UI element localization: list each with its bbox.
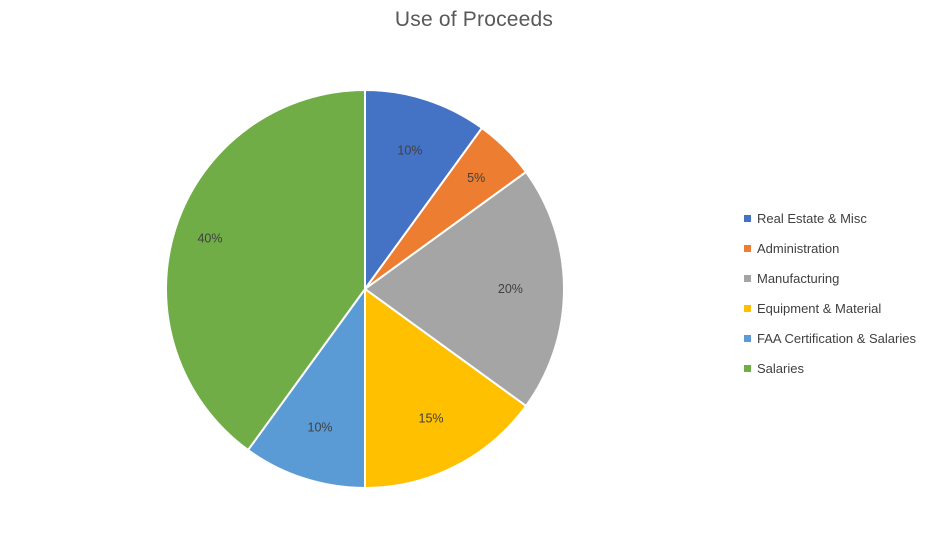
legend-label: Administration <box>757 240 840 256</box>
data-label-4: 15% <box>419 412 444 426</box>
legend-swatch <box>744 364 751 372</box>
legend-item-2: Administration <box>744 233 916 263</box>
legend-label: Manufacturing <box>757 270 840 286</box>
pie-slice-3 <box>363 170 565 408</box>
pie-slice-6 <box>165 88 366 452</box>
legend-item-6: Salaries <box>744 353 916 383</box>
data-label-6: 40% <box>197 232 222 246</box>
legend-item-3: Manufacturing <box>744 263 916 293</box>
legend-swatch <box>744 274 751 282</box>
legend-item-4: Equipment & Material <box>744 293 916 323</box>
legend-swatch <box>744 214 751 222</box>
pie-slice-5 <box>246 285 366 490</box>
chart-legend: Real Estate & Misc Administration Manufact… <box>744 203 916 383</box>
legend-label: Real Estate & Misc <box>757 210 867 226</box>
data-label-5: 10% <box>308 420 333 434</box>
data-label-1: 10% <box>397 144 422 158</box>
data-label-3: 20% <box>498 282 523 296</box>
legend-item-5: FAA Certification & Salaries <box>744 323 916 353</box>
pie-slice-1 <box>364 88 484 293</box>
chart-title: Use of Proceeds <box>394 8 554 31</box>
legend-swatch <box>744 334 751 342</box>
legend-swatch <box>744 304 751 312</box>
legend-label: Equipment & Material <box>757 300 882 316</box>
legend-swatch <box>744 244 751 252</box>
pie-slice-4 <box>364 287 528 490</box>
legend-label: Salaries <box>757 360 804 376</box>
data-label-2: 5% <box>467 171 485 185</box>
legend-item-1: Real Estate & Misc <box>744 203 916 233</box>
legend-label: FAA Certification & Salaries <box>757 330 916 346</box>
